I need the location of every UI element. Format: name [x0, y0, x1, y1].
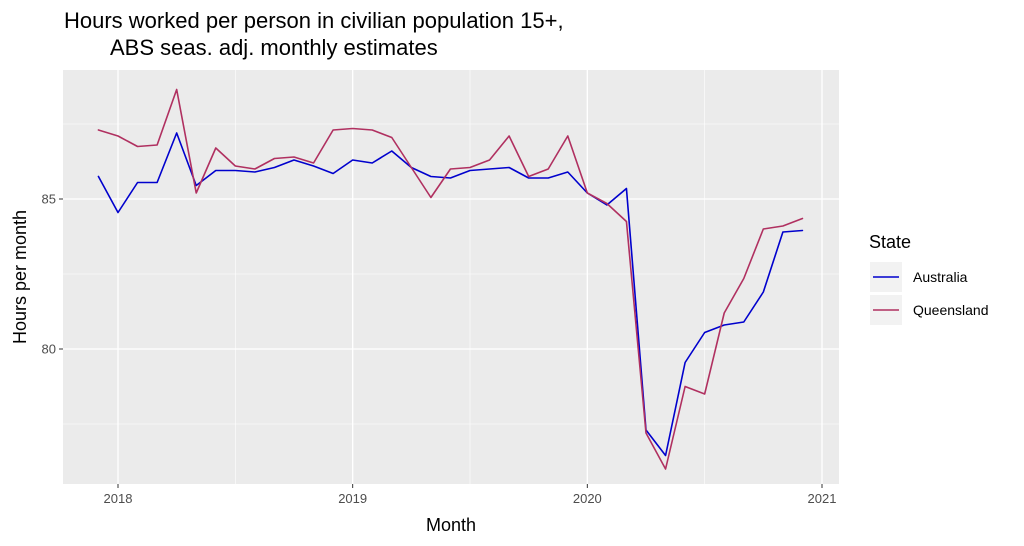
series-line-queensland: [97, 88, 804, 470]
plot-panel: [63, 70, 839, 484]
x-tick-label: 2020: [573, 491, 602, 506]
chart-title-line-2: ABS seas. adj. monthly estimates: [110, 35, 438, 60]
x-tick-label: 2021: [808, 491, 837, 506]
x-tick-label: 2019: [338, 491, 367, 506]
legend-label-australia: Australia: [913, 269, 968, 285]
legend-label-queensland: Queensland: [913, 302, 989, 318]
series-line-australia: [97, 132, 804, 457]
minor-grid: [63, 70, 839, 484]
x-axis-title: Month: [426, 515, 476, 535]
y-tick-label: 80: [42, 342, 56, 357]
legend-title: State: [869, 232, 911, 252]
y-tick-label: 85: [42, 192, 56, 207]
x-tick-label: 2018: [104, 491, 133, 506]
legend: State Australia Queensland: [869, 232, 989, 325]
y-axis-title: Hours per month: [10, 210, 30, 344]
y-axis-ticks: 80 85: [42, 192, 63, 357]
major-grid: [63, 70, 839, 484]
x-axis-ticks: 2018 2019 2020 2021: [104, 484, 837, 506]
chart-title-line-1: Hours worked per person in civilian popu…: [64, 8, 564, 33]
series-lines: [97, 88, 804, 470]
